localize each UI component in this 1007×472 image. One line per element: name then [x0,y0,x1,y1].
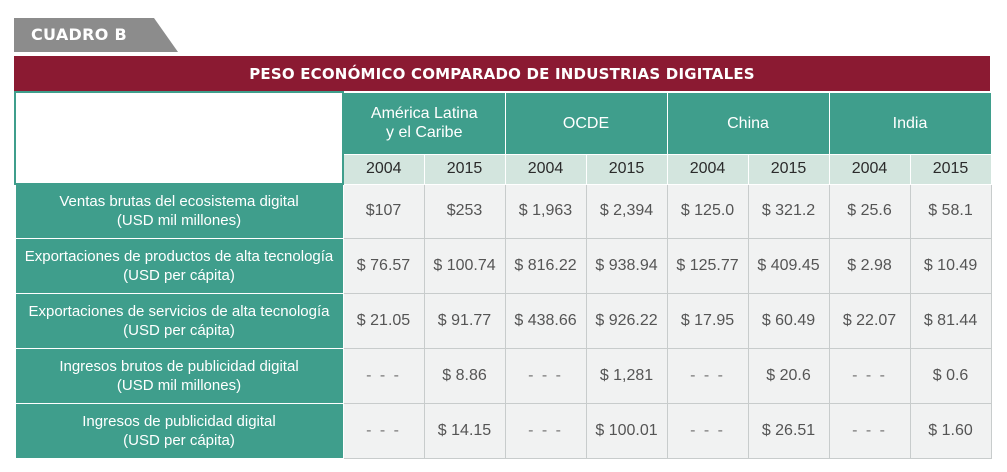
table-cell: $ 2.98 [828,237,911,294]
table-cell: $ 21.05 [342,292,425,349]
table-row: Exportaciones de servicios de alta tecno… [14,292,992,349]
table-cell: - - - [504,402,587,459]
region-header: India [828,91,992,155]
table-cell: $ 25.6 [828,183,911,239]
table-cell: - - - [342,347,425,404]
table-cell: $ 816.22 [504,237,587,294]
table-title: PESO ECONÓMICO COMPARADO DE INDUSTRIAS D… [14,56,990,91]
year-header: 2015 [909,153,992,185]
row-unit: (USD per cápita) [123,431,235,449]
row-unit: (USD mil millones) [116,376,242,394]
table-cell: - - - [504,347,587,404]
region-name: OCDE [562,114,610,132]
year-header: 2004 [342,153,425,185]
table-cell: $ 26.51 [747,402,830,459]
table-row: Ingresos de publicidad digital (USD per … [14,402,992,459]
corner-blank [14,91,344,185]
table-cell: $ 8.86 [423,347,506,404]
table-cell: $ 76.57 [342,237,425,294]
region-header: América Latina y el Caribe [342,91,506,155]
table-cell: $ 321.2 [747,183,830,239]
region-name: India [892,114,928,132]
row-header: Exportaciones de servicios de alta tecno… [14,292,344,349]
row-unit: (USD per cápita) [123,266,235,284]
table-cell: $107 [342,183,425,239]
table-cell: $ 438.66 [504,292,587,349]
year-header: 2004 [504,153,587,185]
row-header: Exportaciones de productos de alta tecno… [14,237,344,294]
year-header: 2015 [585,153,668,185]
table-cell: - - - [342,402,425,459]
table-cell: - - - [666,402,749,459]
table-cell: $ 125.77 [666,237,749,294]
region-header: OCDE [504,91,668,155]
table-row: Ingresos brutos de publicidad digital (U… [14,347,992,404]
table-cell: $ 2,394 [585,183,668,239]
table-cell: $ 1.60 [909,402,992,459]
table-cell: $ 409.45 [747,237,830,294]
row-header: Ingresos brutos de publicidad digital (U… [14,347,344,404]
table-cell: $ 14.15 [423,402,506,459]
table-cell: - - - [828,347,911,404]
table-row: Exportaciones de productos de alta tecno… [14,237,992,294]
table-cell: $ 926.22 [585,292,668,349]
table-cell: $ 0.6 [909,347,992,404]
table-cell: $ 17.95 [666,292,749,349]
region-name: China [727,114,769,132]
table-cell: $ 1,963 [504,183,587,239]
table-cell: $ 100.74 [423,237,506,294]
table-cell: $ 58.1 [909,183,992,239]
region-name: América Latina [370,105,478,122]
table-cell: $ 20.6 [747,347,830,404]
table-cell: $ 91.77 [423,292,506,349]
table-cell: $253 [423,183,506,239]
table-cell: $ 1,281 [585,347,668,404]
region-header: China [666,91,830,155]
table-cell: - - - [666,347,749,404]
row-label: Exportaciones de productos de alta tecno… [24,247,334,265]
year-header: 2004 [666,153,749,185]
region-name-line2: y el Caribe [386,124,463,141]
table-cell: $ 125.0 [666,183,749,239]
year-header: 2004 [828,153,911,185]
row-unit: (USD mil millones) [116,212,242,230]
comparison-table: América Latina y el Caribe OCDE China In… [14,91,992,459]
row-label: Ingresos brutos de publicidad digital [59,357,299,375]
table-label: CUADRO B [31,25,127,44]
row-label: Ventas brutas del ecosistema digital [59,193,299,211]
table-cell: $ 60.49 [747,292,830,349]
row-unit: (USD per cápita) [123,321,235,339]
row-label: Exportaciones de servicios de alta tecno… [28,302,330,320]
table-cell: $ 22.07 [828,292,911,349]
year-header: 2015 [747,153,830,185]
row-label: Ingresos de publicidad digital [82,412,276,430]
row-header: Ingresos de publicidad digital (USD per … [14,402,344,459]
table-cell: $ 10.49 [909,237,992,294]
year-header: 2015 [423,153,506,185]
row-header: Ventas brutas del ecosistema digital (US… [14,183,344,239]
table-row: Ventas brutas del ecosistema digital (US… [14,183,992,239]
table-label-tab: CUADRO B [14,18,184,52]
table-cell: $ 100.01 [585,402,668,459]
table-cell: $ 938.94 [585,237,668,294]
table-cell: $ 81.44 [909,292,992,349]
tab-shape [14,18,178,52]
table-cell: - - - [828,402,911,459]
